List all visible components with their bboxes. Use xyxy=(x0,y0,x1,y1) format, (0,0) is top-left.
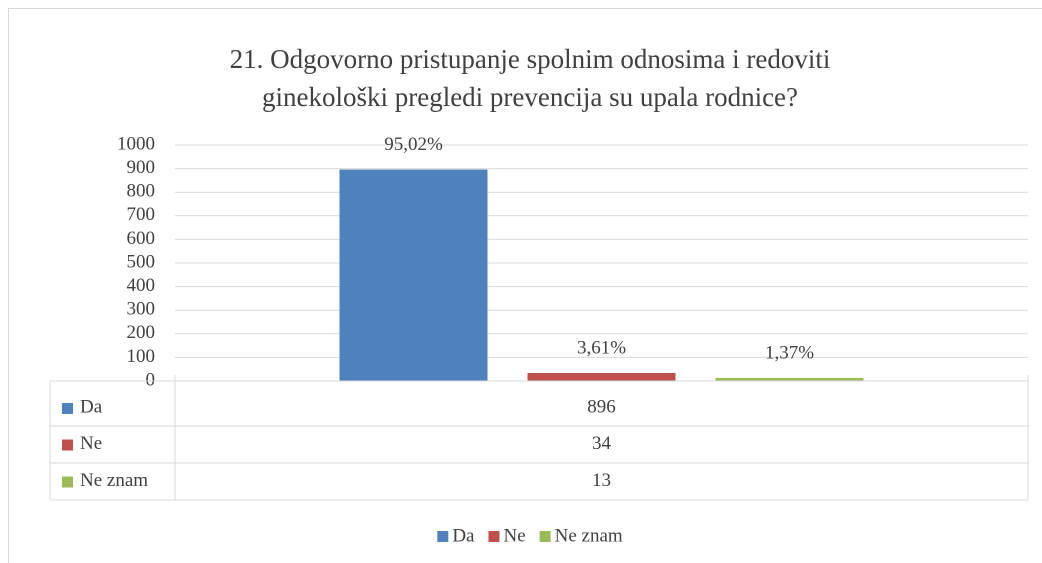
legend: Da Ne Ne znam xyxy=(437,525,623,546)
bar xyxy=(715,377,864,381)
legend-label: Ne xyxy=(503,525,525,546)
y-tick-label: 500 xyxy=(127,251,156,272)
y-tick-label: 0 xyxy=(146,369,156,390)
y-tick-label: 700 xyxy=(127,204,156,225)
data-label: 95,02% xyxy=(384,134,443,155)
chart-title: ginekološki pregledi prevencija su upala… xyxy=(262,82,798,112)
y-tick-label: 200 xyxy=(127,322,156,343)
table-value: 13 xyxy=(592,470,611,491)
table-legend-key xyxy=(62,403,73,414)
data-label: 1,37% xyxy=(765,342,814,363)
y-tick-label: 600 xyxy=(127,228,156,249)
y-tick-label: 400 xyxy=(127,275,156,296)
bar xyxy=(527,372,676,381)
chart-border xyxy=(8,8,1042,563)
y-tick-label: 100 xyxy=(127,346,156,367)
table-legend-key xyxy=(62,476,73,488)
legend-key xyxy=(488,531,500,542)
table-value: 896 xyxy=(587,396,616,417)
y-tick-label: 300 xyxy=(127,299,156,320)
data-label: 3,61% xyxy=(577,337,626,358)
table-row-label: Da xyxy=(80,396,103,417)
y-tick-label: 900 xyxy=(127,157,156,178)
legend-key xyxy=(539,531,551,542)
table-row-label: Ne xyxy=(80,433,102,454)
legend-label: Da xyxy=(452,525,475,546)
legend-key xyxy=(437,531,449,542)
table-value: 34 xyxy=(592,433,612,454)
table-row-label: Ne znam xyxy=(80,470,148,491)
y-tick-label: 1000 xyxy=(117,133,155,154)
table-legend-key xyxy=(62,439,73,451)
y-tick-label: 800 xyxy=(127,181,156,202)
bar xyxy=(339,169,488,381)
chart-title: 21. Odgovorno pristupanje spolnim odnosi… xyxy=(230,44,831,74)
legend-label: Ne znam xyxy=(555,525,623,546)
